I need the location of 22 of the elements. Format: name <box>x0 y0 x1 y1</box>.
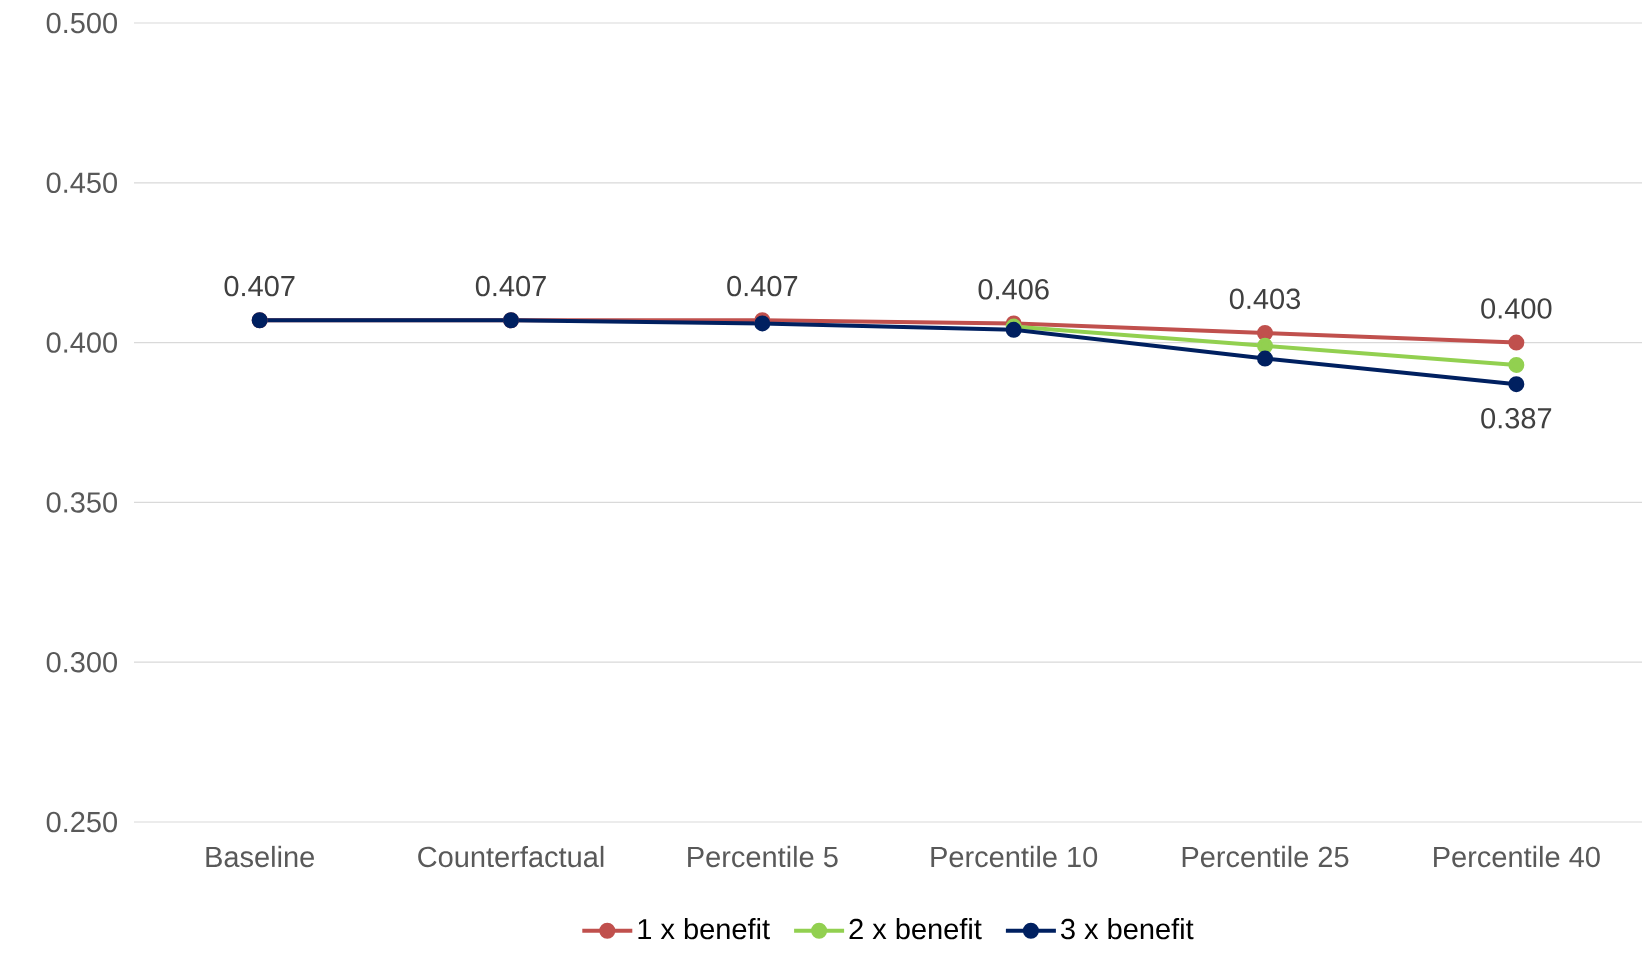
x-tick-label: Baseline <box>206 845 314 868</box>
data-label: 0.406 <box>978 279 1049 300</box>
x-tick-label: Percentile 5 <box>688 845 838 868</box>
x-tick-label: Percentile 40 <box>1434 845 1600 868</box>
data-label: 0.407 <box>475 275 546 297</box>
x-tick-label: Counterfactual <box>418 845 604 868</box>
legend-label: 1 x benefit <box>638 918 770 940</box>
legend-label: 2 x benefit <box>849 918 982 940</box>
data-label: 0.407 <box>727 275 798 297</box>
y-tick-label: 0.450 <box>46 172 117 194</box>
y-tick-label: 0.400 <box>46 332 117 353</box>
y-tick-label: 0.250 <box>46 811 117 833</box>
data-label: 0.403 <box>1229 288 1301 310</box>
data-label: 0.387 <box>1481 408 1552 429</box>
y-tick-label: 0.300 <box>46 651 117 673</box>
y-tick-label: 0.500 <box>46 12 117 34</box>
legend-label: 3 x benefit <box>1061 918 1194 940</box>
data-label: 0.407 <box>224 275 295 297</box>
x-tick-label: Percentile 25 <box>1182 845 1349 868</box>
y-tick-label: 0.350 <box>46 492 117 513</box>
x-tick-label: Percentile 10 <box>931 845 1098 868</box>
data-label: 0.400 <box>1481 298 1552 319</box>
